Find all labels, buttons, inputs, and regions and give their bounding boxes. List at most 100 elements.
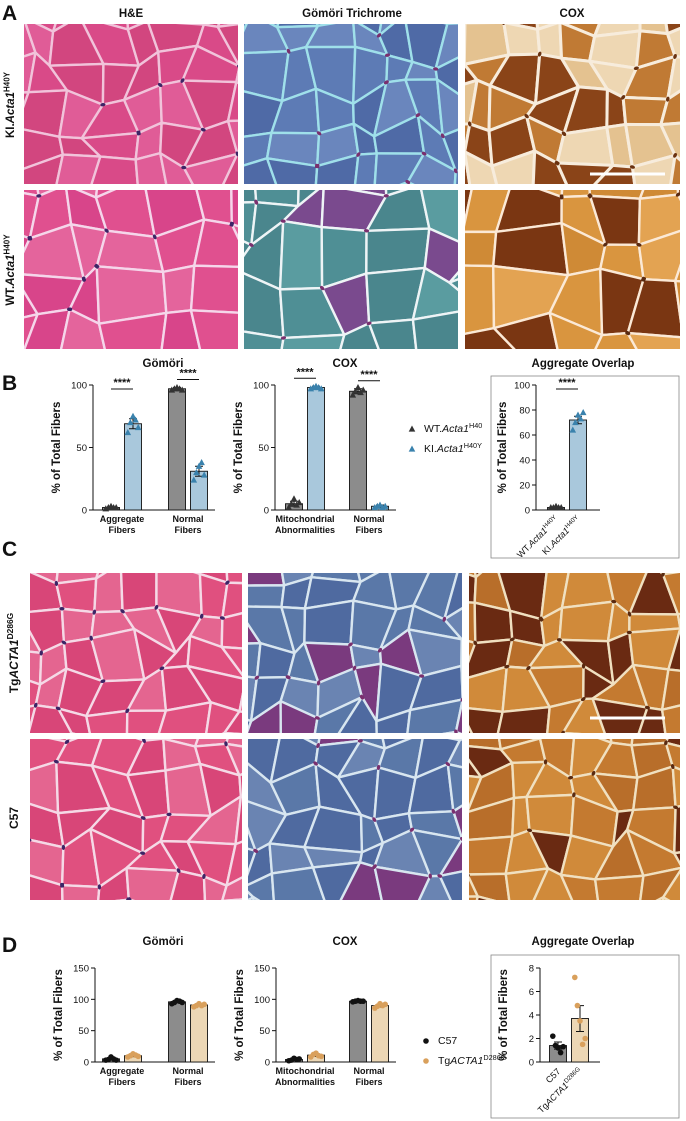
muscle-fiber bbox=[313, 695, 364, 733]
data-point bbox=[574, 411, 582, 418]
nucleus bbox=[126, 897, 132, 900]
muscle-fiber bbox=[485, 901, 533, 951]
data-point bbox=[579, 1041, 586, 1048]
muscle-fiber bbox=[59, 308, 106, 349]
nucleus bbox=[105, 362, 111, 368]
muscle-fiber bbox=[222, 152, 238, 184]
nucleus bbox=[675, 192, 680, 197]
y-tick-label: 100 bbox=[73, 995, 89, 1006]
legend-label: TgACTA1D286G bbox=[438, 1053, 507, 1067]
nucleus bbox=[36, 194, 42, 198]
muscle-fiber bbox=[660, 668, 680, 711]
data-point bbox=[285, 504, 293, 511]
y-tick-label: 0 bbox=[82, 506, 87, 517]
muscle-fiber bbox=[465, 190, 473, 227]
muscle-fiber bbox=[469, 665, 508, 714]
data-point bbox=[190, 476, 198, 483]
muscle-fiber bbox=[410, 912, 456, 955]
nucleus bbox=[285, 675, 291, 679]
muscle-fiber bbox=[339, 322, 380, 349]
muscle-fiber bbox=[248, 896, 255, 900]
data-point bbox=[572, 419, 579, 426]
muscle-fiber bbox=[268, 24, 280, 29]
muscle-fiber bbox=[443, 573, 462, 621]
data-point bbox=[579, 409, 587, 416]
label-line: Abnormalities bbox=[275, 525, 335, 535]
label-part: Acta1 bbox=[5, 92, 17, 124]
muscle-fiber bbox=[504, 867, 550, 900]
nucleus bbox=[453, 909, 459, 915]
muscle-fiber bbox=[196, 353, 236, 420]
muscle-fiber bbox=[374, 535, 430, 570]
muscle-fiber bbox=[453, 169, 458, 184]
nucleus bbox=[89, 635, 93, 641]
nucleus bbox=[473, 640, 478, 646]
nucleus bbox=[673, 53, 677, 59]
label-line: Normal bbox=[353, 1066, 384, 1076]
data-point bbox=[179, 999, 185, 1006]
muscle-fiber bbox=[182, 152, 238, 184]
muscle-fiber bbox=[221, 899, 223, 900]
muscle-fiber bbox=[638, 24, 669, 36]
nucleus bbox=[372, 864, 377, 869]
nucleus bbox=[445, 761, 451, 767]
chart-title: COX bbox=[333, 936, 358, 948]
label-part: Acta1 bbox=[436, 443, 464, 455]
nucleus bbox=[181, 165, 187, 170]
nucleus bbox=[316, 680, 321, 686]
y-tick-label: 0 bbox=[529, 1058, 534, 1069]
y-tick-label: 50 bbox=[258, 443, 269, 454]
muscle-fiber bbox=[460, 638, 462, 668]
muscle-fiber bbox=[175, 24, 206, 26]
muscle-fiber bbox=[221, 898, 242, 900]
nucleus bbox=[363, 229, 370, 233]
column-header: COX bbox=[560, 8, 585, 20]
data-point bbox=[352, 387, 359, 394]
muscle-fiber bbox=[659, 89, 680, 127]
y-axis-label: % of Total Fibers bbox=[497, 402, 509, 494]
y-tick-label: 150 bbox=[73, 964, 89, 975]
muscle-fiber bbox=[673, 804, 680, 855]
muscle-fiber bbox=[417, 353, 461, 423]
muscle-fiber bbox=[665, 26, 680, 59]
nucleus bbox=[442, 616, 447, 622]
muscle-fiber bbox=[558, 600, 615, 643]
nucleus bbox=[377, 647, 383, 653]
significance-label: **** bbox=[360, 369, 378, 381]
nucleus bbox=[670, 763, 675, 770]
nucleus bbox=[39, 650, 43, 656]
nucleus bbox=[229, 222, 235, 227]
nucleus bbox=[357, 739, 363, 743]
nucleus bbox=[254, 675, 260, 680]
data-point bbox=[178, 386, 186, 393]
y-tick-label: 100 bbox=[254, 995, 270, 1006]
nucleus bbox=[286, 48, 291, 54]
nucleus bbox=[457, 351, 463, 356]
muscle-fiber bbox=[525, 793, 576, 837]
data-point bbox=[200, 471, 208, 478]
bar bbox=[371, 1005, 389, 1063]
muscle-fiber bbox=[157, 701, 213, 733]
y-tick-label: 50 bbox=[259, 1026, 270, 1037]
muscle-fiber bbox=[407, 810, 462, 841]
muscle-fiber bbox=[448, 278, 458, 292]
chart-title: Gömöri bbox=[143, 358, 184, 370]
muscle-fiber bbox=[559, 873, 600, 900]
muscle-fiber bbox=[57, 707, 92, 733]
nucleus bbox=[154, 604, 159, 610]
nucleus bbox=[415, 113, 421, 118]
label-part: D286G bbox=[563, 1066, 582, 1085]
nucleus bbox=[465, 229, 466, 234]
muscle-fiber bbox=[560, 573, 615, 609]
nucleus bbox=[640, 359, 646, 364]
muscle-fiber bbox=[0, 568, 20, 613]
nucleus bbox=[440, 133, 445, 139]
data-point bbox=[113, 1057, 119, 1063]
significance-label: **** bbox=[179, 368, 197, 380]
muscle-fiber bbox=[28, 906, 71, 945]
data-point bbox=[381, 502, 389, 509]
muscle-fiber bbox=[661, 896, 671, 900]
muscle-fiber bbox=[377, 363, 419, 423]
label-part: ACTA1 bbox=[7, 639, 21, 679]
